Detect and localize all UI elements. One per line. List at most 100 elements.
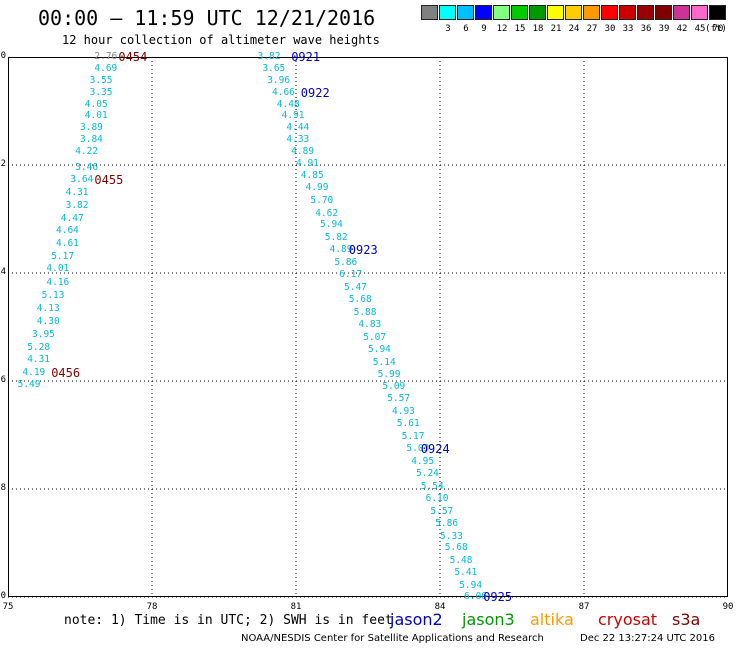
footer-timestamp: Dec 22 13:27:24 UTC 2016: [580, 633, 715, 644]
wave-height-value: 5.86: [435, 517, 459, 529]
legend-label: 39: [658, 24, 670, 34]
wave-height-value: 3.65: [262, 62, 286, 74]
wave-height-value: 5.03: [406, 443, 430, 455]
wave-height-value: 4.91: [296, 157, 319, 169]
latitude-tick-label: 0: [0, 51, 6, 61]
legend-swatch: [457, 5, 474, 20]
wave-height-value: 4.19: [22, 367, 46, 379]
wave-height-value: 5.14: [372, 356, 396, 368]
latitude-tick-label: -10: [0, 591, 6, 601]
legend-label: 45: [694, 24, 706, 34]
wave-height-value: 5.68: [444, 542, 468, 554]
wave-height-value: 4.22: [75, 146, 99, 158]
wave-height-value: 4.69: [94, 62, 118, 74]
pass-time-label: 0925: [483, 590, 513, 604]
wave-height-value: 5.07: [363, 331, 387, 343]
satellite-label-altika: altika: [530, 610, 574, 629]
wave-height-value: 3.95: [32, 328, 55, 340]
legend-swatch: [601, 5, 618, 20]
wave-height-value: 4.61: [56, 237, 79, 249]
legend-label: 21: [550, 24, 562, 34]
latitude-tick-label: -2: [0, 159, 6, 169]
legend-label: 15: [514, 24, 526, 34]
legend-label: 6: [463, 24, 469, 34]
wave-height-value: 4.47: [60, 213, 84, 224]
wave-height-value: 4.91: [281, 110, 305, 122]
wave-height-value: 5.49: [17, 379, 41, 391]
legend-unit: (ft): [705, 24, 727, 34]
satellite-label-jason2: jason2: [390, 610, 443, 629]
wave-height-value: 4.93: [392, 406, 415, 418]
wave-height-value: 5.54: [420, 480, 444, 492]
legend-label: 27: [586, 24, 598, 34]
legend-swatch: [709, 5, 726, 20]
pass-time-label: 0924: [420, 442, 450, 457]
wave-height-value: 3.46: [75, 162, 99, 174]
wave-height-value: 4.13: [36, 302, 60, 314]
wave-height-value: 5.33: [440, 530, 463, 542]
latitude-tick-label: -6: [0, 375, 6, 385]
wave-height-value: 6.17: [339, 269, 363, 281]
wave-height-value: 4.48: [276, 98, 300, 110]
legend-swatch: [619, 5, 636, 20]
legend-label: 3: [445, 24, 451, 34]
wave-height-value: 5.24: [416, 467, 439, 479]
wave-height-value: 5.48: [449, 555, 473, 567]
satellite-label-jason3: jason3: [462, 610, 515, 629]
legend-swatch: [493, 5, 510, 20]
legend-swatch: [475, 5, 492, 20]
wave-height-value: 5.68: [348, 294, 372, 305]
wave-height-value: 3.89: [80, 122, 103, 134]
legend-swatch: [547, 5, 564, 20]
legend-swatch: [691, 5, 708, 20]
wave-height-value: 4.64: [56, 224, 79, 236]
wave-height-value: 5.94: [368, 343, 391, 355]
wave-height-value: 4.30: [36, 315, 60, 327]
wave-height-value: 4.01: [46, 262, 70, 274]
wave-height-value: 4.89: [329, 244, 353, 256]
satellite-label-s3a: s3a: [672, 610, 701, 629]
legend-swatch: [421, 5, 438, 20]
wave-height-value: 4.83: [358, 318, 382, 330]
latitude-tick-label: -8: [0, 483, 6, 493]
longitude-tick-label: 84: [434, 602, 446, 612]
legend-swatch: [637, 5, 654, 20]
page-title: 00:00 — 11:59 UTC 12/21/2016: [38, 6, 376, 30]
wave-height-value: 4.31: [65, 187, 89, 199]
wave-height-value: 5.57: [387, 393, 411, 405]
wave-height-value: 3.82: [65, 200, 89, 212]
legend-swatch: [439, 5, 456, 20]
legend-label: 12: [496, 24, 508, 34]
legend-swatch: [673, 5, 690, 20]
legend-swatch: [583, 5, 600, 20]
wave-height-value: 3.64: [70, 174, 94, 186]
wave-height-value: 5.94: [459, 580, 483, 592]
legend-label: 18: [532, 24, 544, 34]
wave-height-value: 4.05: [84, 98, 108, 110]
wave-height-value: 5.13: [41, 289, 65, 301]
wave-height-value: 5.61: [396, 418, 420, 430]
wave-height-value: 5.99: [377, 368, 401, 380]
pass-time-label: 0455: [94, 173, 124, 188]
legend-swatch: [565, 5, 582, 20]
legend-label: 9: [481, 24, 487, 34]
wave-height-value: 4.66: [272, 86, 295, 98]
wave-height-value: 4.31: [27, 354, 51, 366]
wave-height-value: 4.95: [411, 456, 435, 467]
legend-label: 36: [640, 24, 652, 34]
legend-label: 70: [712, 24, 724, 34]
wave-height-value: 4.33: [286, 134, 310, 146]
longitude-tick-label: 87: [578, 602, 590, 612]
wave-height-value: 6.06: [464, 591, 487, 602]
wave-height-value: 3.84: [80, 134, 103, 146]
page-subtitle: 12 hour collection of altimeter wave hei…: [62, 33, 380, 47]
note-text: note: 1) Time is in UTC; 2) SWH is in fe…: [64, 613, 393, 628]
wave-height-value: 4.89: [291, 146, 315, 158]
legend-label: 24: [568, 24, 580, 34]
legend-swatch: [655, 5, 672, 20]
pass-time-label: 0456: [51, 366, 81, 381]
wave-height-value: 5.88: [353, 306, 377, 318]
longitude-tick-label: 78: [146, 602, 158, 612]
wave-height-value: 3.96: [267, 74, 291, 86]
wave-height-map: [8, 57, 728, 598]
